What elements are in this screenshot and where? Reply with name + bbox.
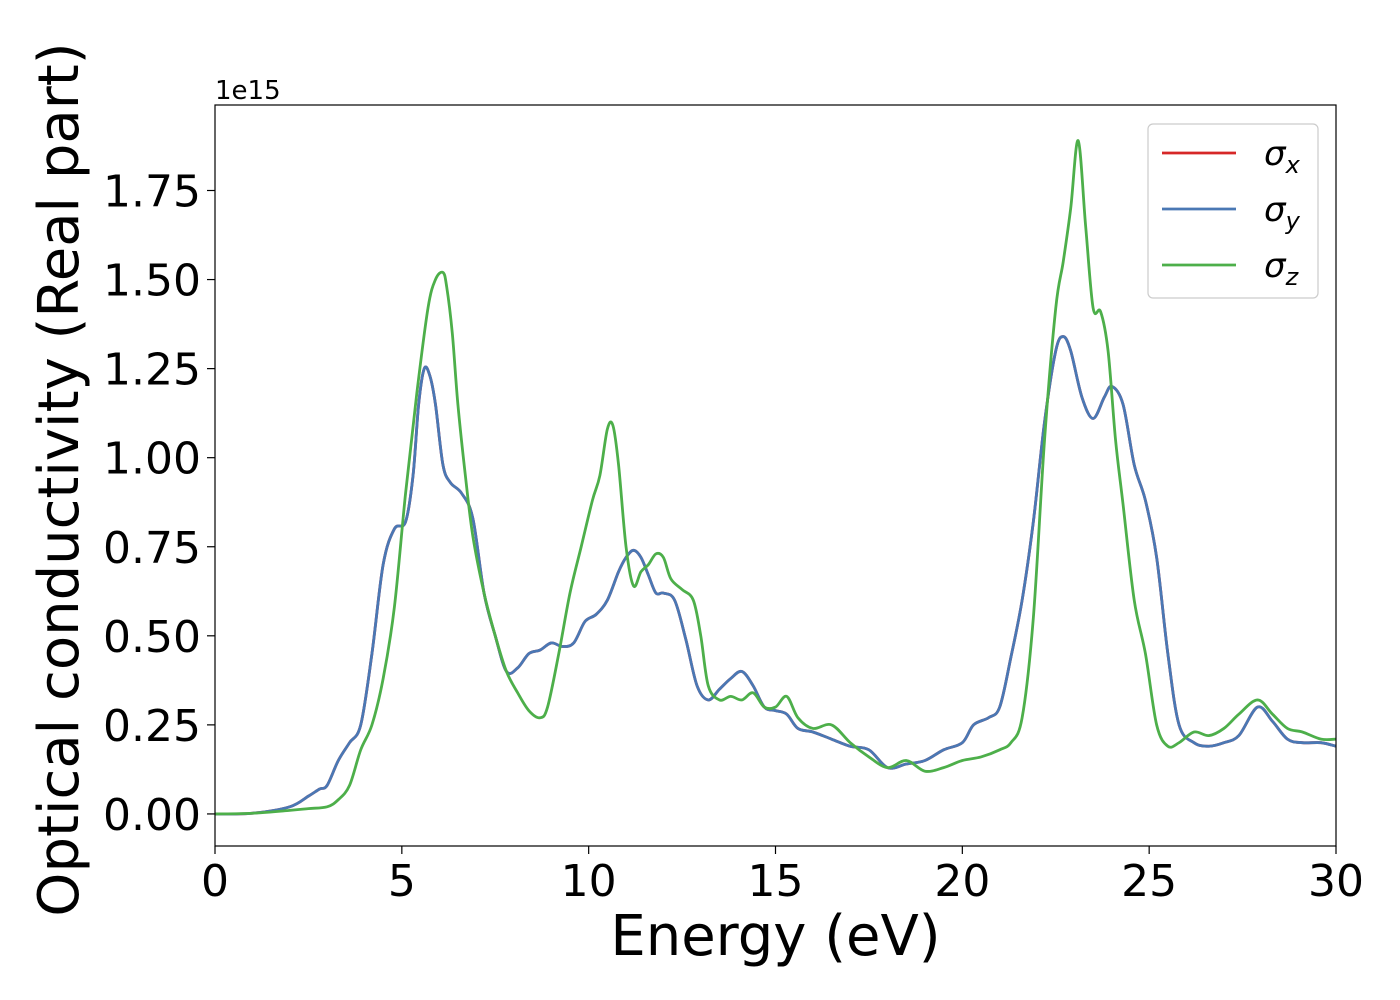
x-tick-label: 5: [388, 856, 416, 907]
legend: σx σy σz: [1147, 123, 1319, 299]
y-tick-label: 1.50: [103, 256, 201, 307]
x-axis-label: Energy (eV): [610, 904, 940, 969]
y-axis-label: Optical conductivity (Real part): [27, 42, 92, 916]
y-tick-label: 0.75: [103, 523, 201, 574]
x-tick-label: 25: [1121, 856, 1177, 907]
x-tick-label: 20: [934, 856, 990, 907]
legend-label-y: σy: [1264, 190, 1301, 235]
x-axis: 0 5 10 15 20 25 30: [201, 846, 1364, 907]
y-tick-label: 0.50: [103, 612, 201, 663]
x-tick-label: 15: [748, 856, 804, 907]
y-tick-label: 0.00: [103, 790, 201, 841]
x-tick-label: 10: [561, 856, 617, 907]
y-axis: 0.00 0.25 0.50 0.75 1.00 1.25 1.50 1.75: [103, 167, 215, 841]
series-line-y: [215, 335, 1336, 816]
y-tick-label: 1.25: [103, 345, 201, 396]
legend-label-z: σz: [1264, 246, 1300, 291]
series-layer: [215, 139, 1336, 816]
y-tick-label: 1.00: [103, 434, 201, 485]
y-offset-label: 1e15: [215, 76, 281, 106]
legend-label-x: σx: [1264, 134, 1301, 179]
y-tick-label: 1.75: [103, 167, 201, 218]
x-tick-label: 30: [1308, 856, 1364, 907]
y-tick-label: 0.25: [103, 701, 201, 752]
x-tick-label: 0: [201, 856, 229, 907]
legend-box: [1147, 123, 1319, 299]
series-line-z: [215, 139, 1336, 816]
